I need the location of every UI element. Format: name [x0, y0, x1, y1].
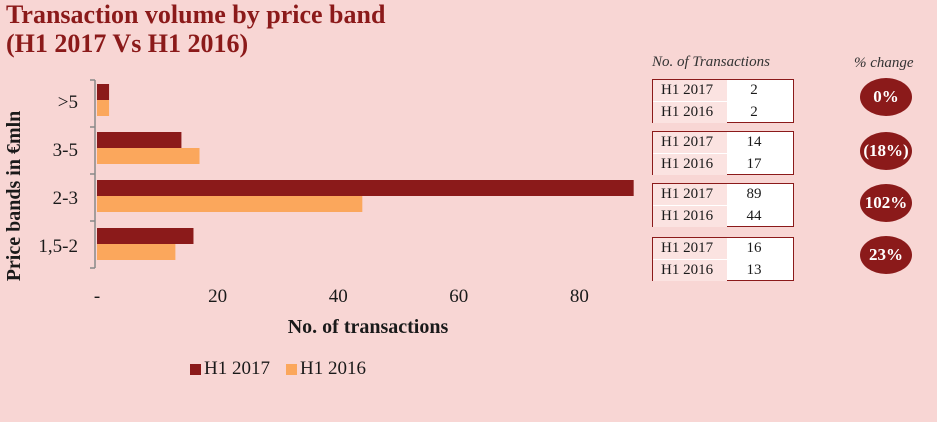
table-row: H1 2016 13 [653, 260, 793, 281]
table-row: H1 2016 44 [653, 206, 793, 227]
legend-item-h2016: H1 2016 [285, 358, 366, 380]
row-value: 14 [746, 134, 762, 150]
row-label: H1 2016 [653, 154, 727, 175]
row-value: 89 [746, 186, 762, 202]
bar-h2016 [97, 196, 363, 212]
x-tick-label: 40 [329, 286, 348, 307]
table-row: H1 2017 16 [653, 238, 793, 259]
row-value: 44 [746, 208, 762, 224]
row-label: H1 2017 [653, 184, 727, 205]
row-label: H1 2016 [653, 206, 727, 227]
row-label: H1 2017 [653, 238, 727, 259]
row-label: H1 2016 [653, 260, 727, 281]
row-label: H1 2017 [653, 80, 727, 101]
row-value: 13 [746, 262, 762, 278]
chart-title: Transaction volume by price band (H1 201… [6, 0, 385, 58]
table-group: H1 2017 2 H1 2016 2 [652, 79, 794, 123]
bar-h2017 [97, 180, 634, 196]
row-label: H1 2016 [653, 102, 727, 123]
legend-item-h2017: H1 2017 [190, 358, 270, 380]
bar-h2017 [97, 132, 182, 148]
x-axis-title: No. of transactions [288, 316, 449, 338]
y-tick-label: 3-5 [53, 140, 78, 161]
bar-h2016 [97, 244, 176, 260]
chart-title-line1: Transaction volume by price band [6, 0, 386, 29]
y-tick-label: 2-3 [53, 188, 78, 209]
change-badge: 23% [860, 236, 912, 274]
table-group: H1 2017 16 H1 2016 13 [652, 237, 794, 281]
legend-label-h2016: H1 2016 [299, 358, 366, 379]
table-row: H1 2017 2 [653, 80, 793, 101]
table-header: No. of Transactions [652, 54, 770, 70]
table-row: H1 2017 89 [653, 184, 793, 205]
table-group: H1 2017 89 H1 2016 44 [652, 183, 794, 227]
x-tick-label: - [94, 286, 100, 307]
row-value: 2 [750, 82, 758, 98]
table-group: H1 2017 14 H1 2016 17 [652, 131, 794, 175]
change-badge: 0% [860, 78, 912, 116]
change-header: % change [854, 55, 914, 71]
row-value: 16 [746, 240, 762, 256]
legend: H1 2017 H1 2016 [190, 358, 366, 380]
bar-h2017 [97, 84, 110, 100]
x-tick-label: 80 [570, 286, 589, 307]
row-value: 2 [750, 104, 758, 120]
row-value: 17 [746, 156, 762, 172]
table-row: H1 2017 14 [653, 132, 793, 153]
chart-title-line2: (H1 2017 Vs H1 2016) [6, 29, 249, 58]
table-row: H1 2016 2 [653, 102, 793, 123]
y-axis-title: Price bands in €mln [3, 111, 25, 282]
bar-h2016 [97, 100, 110, 116]
legend-label-h2017: H1 2017 [204, 358, 270, 379]
bar-h2017 [97, 228, 194, 244]
x-tick-label: 20 [208, 286, 227, 307]
bar-h2016 [97, 148, 200, 164]
change-badge: (18%) [860, 132, 912, 170]
change-badge: 102% [860, 184, 912, 222]
bar-chart: >5 3-5 2-3 1,5-2 - 20 40 60 80 No. of transaction… [3, 79, 634, 338]
table-row: H1 2016 17 [653, 154, 793, 175]
y-tick-label: >5 [58, 92, 78, 113]
legend-swatch-h2017 [190, 363, 201, 375]
x-tick-label: 60 [449, 286, 468, 307]
row-label: H1 2017 [653, 132, 727, 153]
y-tick-label: 1,5-2 [38, 236, 78, 257]
legend-swatch-h2016 [285, 363, 297, 375]
